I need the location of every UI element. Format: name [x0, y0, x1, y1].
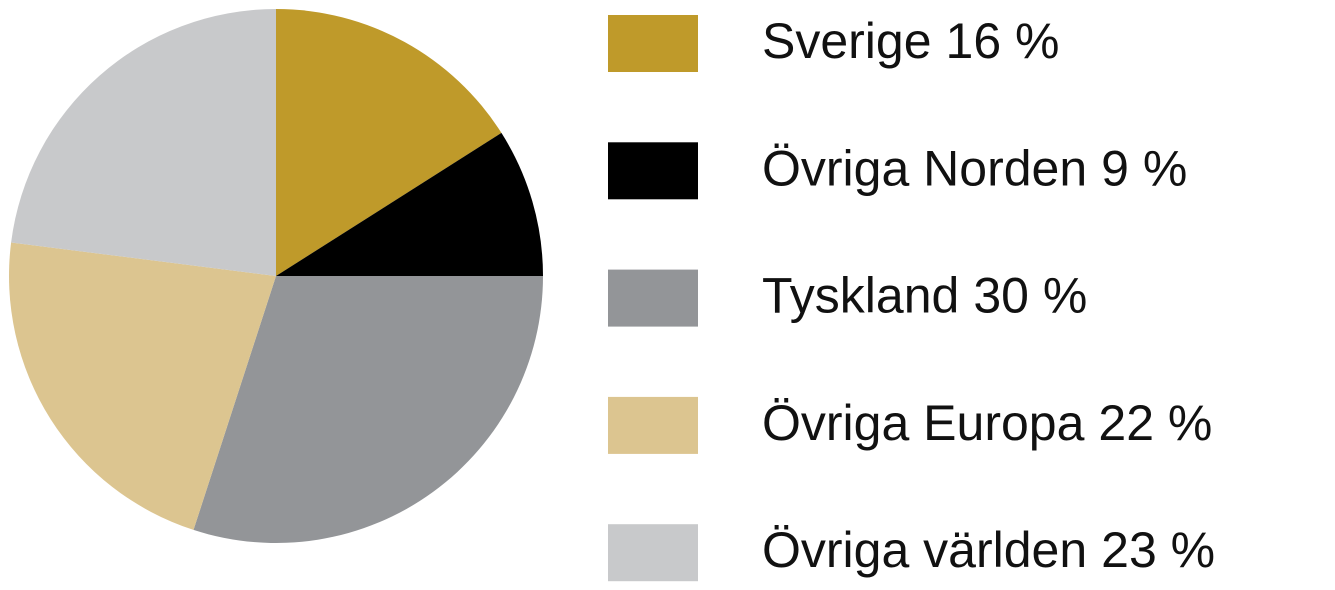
legend-value: 16 % [946, 13, 1060, 69]
legend-label: Övriga Europa 22 % [762, 395, 1212, 451]
legend-label: Sverige 16 % [762, 13, 1060, 69]
legend-value: 30 % [973, 268, 1087, 324]
legend-name: Övriga Europa [762, 395, 1085, 451]
legend-label: Tyskland 30 % [762, 268, 1087, 324]
legend-name: Sverige [762, 13, 932, 69]
legend-name: Tyskland [762, 268, 959, 324]
pie-slice [8, 242, 276, 530]
legend-name: Övriga världen [762, 522, 1087, 578]
legend-value: 22 % [1098, 395, 1212, 451]
pie-slice [11, 9, 276, 276]
legend-value: 9 % [1101, 141, 1187, 197]
pie-slice [193, 276, 543, 543]
legend-label: Övriga världen 23 % [762, 522, 1215, 578]
legend-swatch [608, 396, 698, 454]
pie-slice [276, 9, 502, 276]
legend-swatch [608, 142, 698, 200]
legend-name: Övriga Norden [762, 141, 1087, 197]
legend-swatch [608, 269, 698, 327]
legend-value: 23 % [1101, 522, 1215, 578]
pie-slice [276, 132, 543, 276]
legend-swatch [608, 524, 698, 582]
legend-swatch [608, 15, 698, 72]
legend-label: Övriga Norden 9 % [762, 141, 1187, 197]
